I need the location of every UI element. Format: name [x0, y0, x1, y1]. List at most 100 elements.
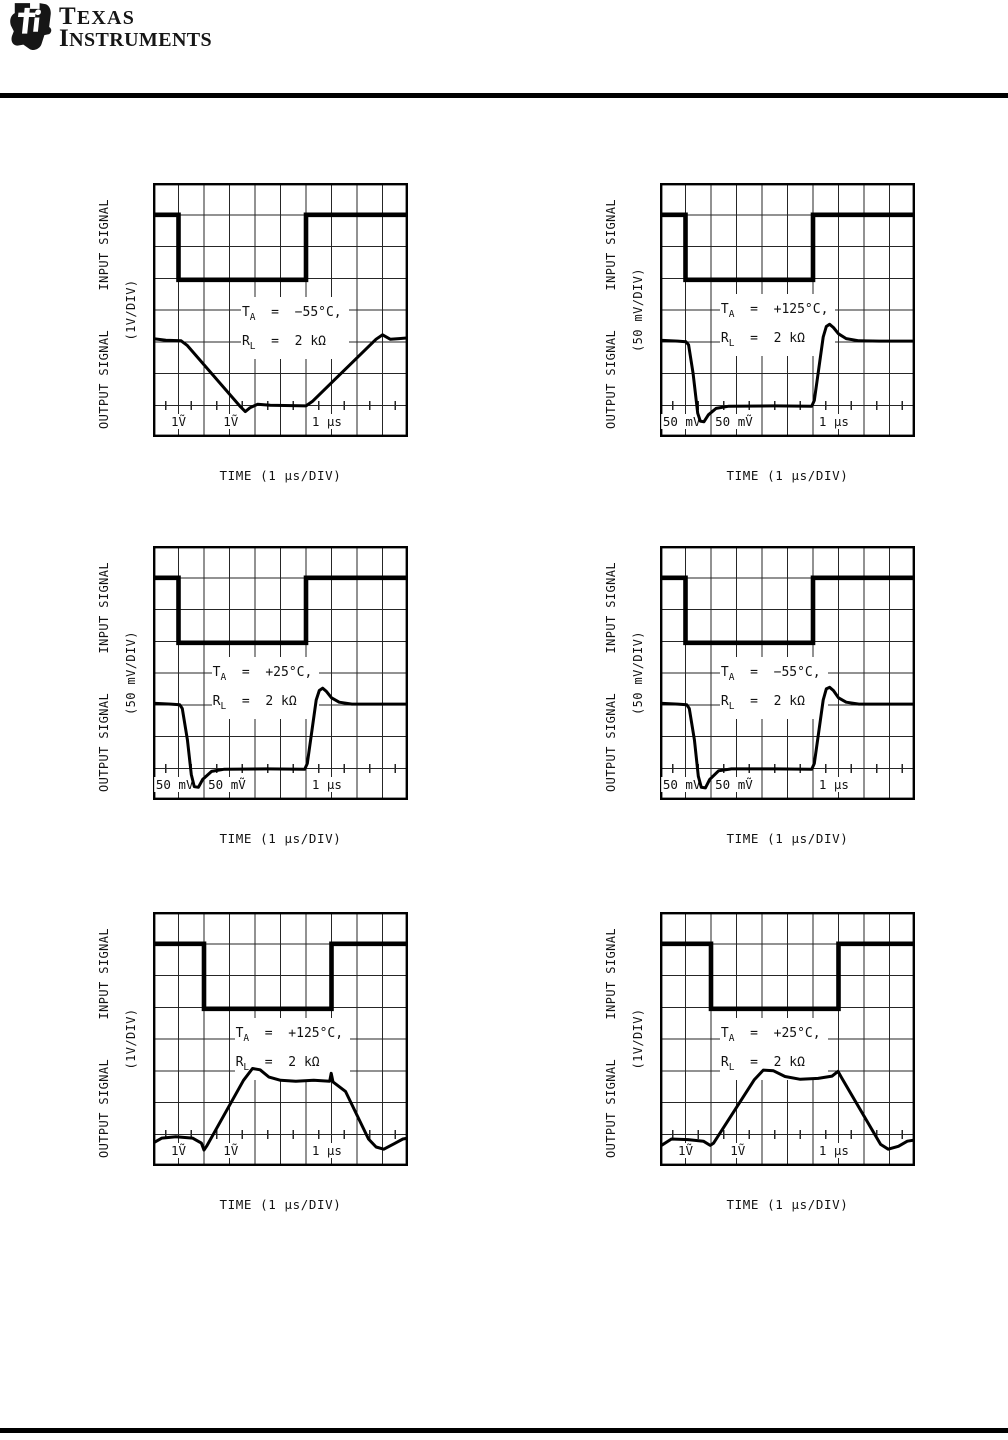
load-symbol: R: [241, 334, 250, 350]
temp-value: = −55°C,: [255, 305, 342, 321]
condition-annotation: TA = −55°C, RL = 2 kΩ: [240, 297, 349, 360]
scope-readout-label: 1 μs: [816, 414, 851, 429]
temp-symbol: T: [720, 1026, 729, 1042]
scope-chart-bottom-left: OUTPUT SIGNAL INPUT SIGNAL (1V/DIV) TA = +1…: [97, 912, 408, 1212]
brand-line-instruments: INSTRUMENTS: [59, 25, 213, 52]
graticule-grid: [660, 912, 915, 1166]
input-signal-trace: [660, 212, 915, 283]
y-axis-label-input: INPUT SIGNAL: [97, 928, 111, 1020]
temp-symbol: T: [241, 305, 250, 321]
load-value: = 2 kΩ: [249, 1055, 320, 1071]
scope-readout-label: 1 μs: [816, 1143, 851, 1158]
scope-readout-label: 1Ṽ: [168, 414, 189, 429]
header-rule: [0, 93, 1008, 98]
input-signal-trace: [153, 941, 408, 1012]
scope-chart-top-left: OUTPUT SIGNAL INPUT SIGNAL (1V/DIV) TA = −5…: [97, 183, 408, 483]
scope-chart-top-right: OUTPUT SIGNAL INPUT SIGNAL (50 mV/DIV) TA =…: [604, 183, 915, 483]
y-axis-scale-label: (50 mV/DIV): [124, 631, 138, 715]
scope-readout-label: 1 μs: [816, 777, 851, 792]
temp-value: = +125°C,: [249, 1026, 344, 1042]
load-subscript: L: [243, 1062, 250, 1074]
temp-subscript: A: [249, 312, 256, 324]
condition-annotation: TA = +125°C, RL = 2 kΩ: [719, 294, 836, 357]
scope-readout-label: 50 mV: [153, 777, 196, 792]
condition-load: RL = 2 kΩ: [721, 324, 828, 353]
load-symbol: R: [235, 1055, 244, 1071]
y-axis-scale-label: (50 mV/DIV): [631, 631, 645, 715]
output-signal-trace: [660, 1068, 915, 1151]
condition-temperature: TA = +25°C,: [721, 1019, 821, 1048]
output-signal-trace: [660, 322, 915, 424]
scope-readout-label: 1Ṽ: [221, 414, 241, 429]
temp-symbol: T: [720, 665, 729, 681]
scope-readout-label: 1 μs: [309, 1143, 344, 1158]
output-signal-trace: [660, 685, 915, 790]
temp-value: = +25°C,: [226, 665, 313, 681]
y-axis-label-output: OUTPUT SIGNAL: [604, 1058, 618, 1158]
scope-readout-label: 50 mṼ: [713, 414, 755, 429]
scope-readout-label: 50 mV: [660, 777, 703, 792]
y-axis-label-input: INPUT SIGNAL: [604, 199, 618, 291]
y-axis-label: OUTPUT SIGNAL INPUT SIGNAL: [97, 912, 113, 1166]
condition-temperature: TA = −55°C,: [242, 298, 342, 327]
x-axis-label: TIME (1 μs/DIV): [726, 831, 849, 846]
x-axis-label: TIME (1 μs/DIV): [219, 468, 342, 483]
y-axis-label-output: OUTPUT SIGNAL: [604, 329, 618, 429]
condition-temperature: TA = +25°C,: [213, 658, 313, 687]
scope-readout-label: 1 μs: [309, 414, 344, 429]
condition-load: RL = 2 kΩ: [236, 1048, 343, 1077]
scope-chart-bottom-right: OUTPUT SIGNAL INPUT SIGNAL (1V/DIV) TA = +2…: [604, 912, 915, 1212]
y-axis-label: OUTPUT SIGNAL INPUT SIGNAL: [604, 546, 620, 800]
condition-temperature: TA = +125°C,: [236, 1019, 343, 1048]
load-symbol: R: [212, 694, 221, 710]
x-axis-label: TIME (1 μs/DIV): [219, 1197, 342, 1212]
ti-wordmark: TEXAS INSTRUMENTS: [59, 2, 212, 52]
load-value: = 2 kΩ: [734, 1055, 805, 1071]
y-axis-label-output: OUTPUT SIGNAL: [604, 692, 618, 792]
temp-symbol: T: [235, 1026, 244, 1042]
input-signal-trace: [153, 212, 408, 283]
scope-chart-middle-right: OUTPUT SIGNAL INPUT SIGNAL (50 mV/DIV) TA =…: [604, 546, 915, 846]
y-axis-scale-label: (1V/DIV): [631, 1008, 645, 1070]
temp-value: = +125°C,: [734, 302, 829, 318]
load-value: = 2 kΩ: [226, 694, 297, 710]
ti-texas-map-icon: [10, 2, 52, 52]
condition-temperature: TA = −55°C,: [721, 658, 821, 687]
y-axis-scale-label: (50 mV/DIV): [631, 268, 645, 352]
y-axis-label-input: INPUT SIGNAL: [604, 562, 618, 654]
brand-line-texas: TEXAS: [59, 3, 136, 30]
scope-readout-label: 1Ṽ: [675, 1143, 696, 1158]
output-signal-trace: [153, 333, 408, 414]
y-axis-label: OUTPUT SIGNAL INPUT SIGNAL: [97, 183, 113, 437]
temp-subscript: A: [243, 1033, 250, 1045]
load-subscript: L: [728, 701, 735, 713]
y-axis-label-input: INPUT SIGNAL: [97, 199, 111, 291]
x-axis-label: TIME (1 μs/DIV): [219, 831, 342, 846]
scope-readout-label: 1Ṽ: [728, 1143, 748, 1158]
temp-symbol: T: [212, 665, 221, 681]
ti-logo: TEXAS INSTRUMENTS: [10, 2, 212, 52]
load-symbol: R: [720, 694, 729, 710]
x-axis-label: TIME (1 μs/DIV): [726, 1197, 849, 1212]
y-axis-label-output: OUTPUT SIGNAL: [97, 329, 111, 429]
waveforms: [153, 212, 408, 414]
load-value: = 2 kΩ: [734, 331, 805, 347]
waveforms: [153, 941, 408, 1152]
condition-annotation: TA = −55°C, RL = 2 kΩ: [719, 657, 828, 720]
temp-subscript: A: [728, 672, 735, 684]
condition-load: RL = 2 kΩ: [242, 327, 342, 356]
y-axis-label: OUTPUT SIGNAL INPUT SIGNAL: [97, 546, 113, 800]
load-subscript: L: [249, 341, 256, 353]
scope-chart-middle-left: OUTPUT SIGNAL INPUT SIGNAL (50 mV/DIV) TA =…: [97, 546, 408, 846]
condition-load: RL = 2 kΩ: [721, 687, 821, 716]
y-axis-label: OUTPUT SIGNAL INPUT SIGNAL: [604, 912, 620, 1166]
waveforms: [660, 212, 915, 424]
output-signal-trace: [153, 1067, 408, 1152]
y-axis-label: OUTPUT SIGNAL INPUT SIGNAL: [604, 183, 620, 437]
condition-temperature: TA = +125°C,: [721, 295, 828, 324]
input-signal-trace: [660, 575, 915, 646]
condition-load: RL = 2 kΩ: [213, 687, 313, 716]
load-value: = 2 kΩ: [734, 694, 805, 710]
waveforms: [660, 941, 915, 1151]
